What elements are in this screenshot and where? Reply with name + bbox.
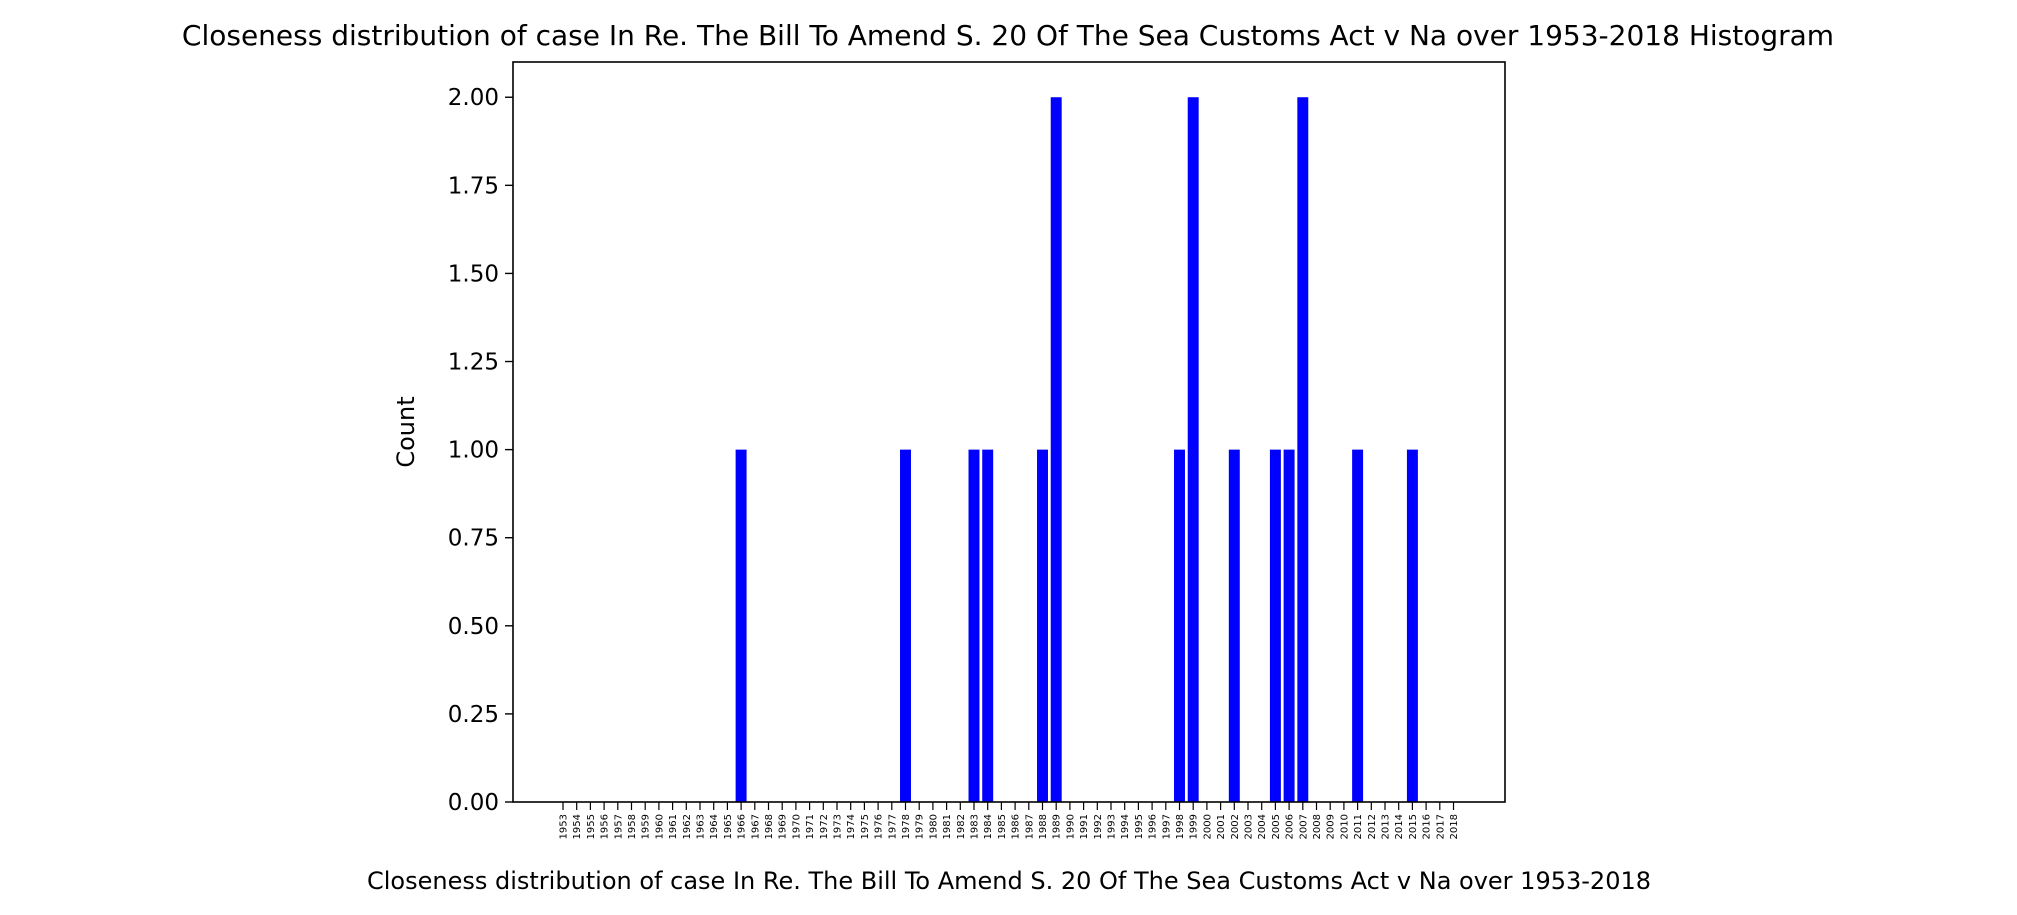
x-tick-label: 1964 xyxy=(709,814,720,839)
x-tick-label: 1960 xyxy=(654,814,665,839)
bar-2005 xyxy=(1269,449,1281,802)
bar-1978 xyxy=(900,449,911,802)
bar-1988 xyxy=(1037,449,1048,802)
x-tick-label: 1971 xyxy=(805,814,816,839)
x-tick-label: 1956 xyxy=(600,814,611,839)
x-tick-label: 2000 xyxy=(1202,814,1213,839)
x-tick-label: 1984 xyxy=(983,814,994,839)
x-tick-label: 1973 xyxy=(833,814,844,839)
x-tick-label: 1994 xyxy=(1120,814,1131,839)
x-tick-label: 1961 xyxy=(668,814,679,839)
y-tick-label: 1.25 xyxy=(448,350,499,376)
bar-2015 xyxy=(1406,449,1418,802)
x-tick-label: 2009 xyxy=(1326,814,1337,839)
x-tick-label: 1953 xyxy=(559,814,570,839)
x-tick-label: 1954 xyxy=(572,814,583,839)
x-tick-label: 1996 xyxy=(1148,814,1159,839)
bar-2007 xyxy=(1297,97,1309,802)
x-tick-label: 2013 xyxy=(1381,814,1392,839)
x-tick-label: 2014 xyxy=(1394,814,1405,839)
x-tick-label: 1970 xyxy=(791,814,802,839)
x-tick-label: 2007 xyxy=(1298,814,1309,839)
y-tick-label: 0.00 xyxy=(448,790,499,816)
x-tick-label: 1955 xyxy=(586,814,597,839)
y-axis-label: Count xyxy=(392,396,420,467)
bar-2006 xyxy=(1283,449,1295,802)
x-tick-label: 2008 xyxy=(1312,814,1323,839)
x-tick-label: 2006 xyxy=(1285,814,1296,839)
x-tick-label: 1999 xyxy=(1189,814,1200,839)
x-tick-label: 1991 xyxy=(1079,814,1090,839)
x-tick-label: 1988 xyxy=(1038,814,1049,839)
x-tick-label: 1989 xyxy=(1052,814,1063,839)
y-axis: 0.00 0.25 0.50 0.75 1.00 1.25 1.50 1.75 2.00 xyxy=(448,85,513,816)
x-tick-label: 1972 xyxy=(819,814,830,839)
bar-1984 xyxy=(982,449,994,802)
x-tick-label: 1995 xyxy=(1134,814,1145,839)
bar-2011 xyxy=(1352,449,1364,802)
x-tick-label: 1974 xyxy=(846,814,857,839)
bar-1989 xyxy=(1050,97,1062,802)
x-tick-label: 1987 xyxy=(1024,814,1035,839)
x-tick-label: 1963 xyxy=(696,814,707,839)
x-tick-label: 1981 xyxy=(942,814,953,839)
x-tick-label: 1978 xyxy=(901,814,912,839)
y-tick-label: 2.00 xyxy=(448,85,499,111)
x-tick-label: 1983 xyxy=(970,814,981,839)
x-tick-label: 1997 xyxy=(1161,814,1172,839)
y-tick-label: 1.50 xyxy=(448,261,499,287)
x-tick-label: 2003 xyxy=(1244,814,1255,839)
x-tick-label: 1990 xyxy=(1065,814,1076,839)
x-tick-label: 1985 xyxy=(997,814,1008,839)
x-tick-label: 1976 xyxy=(874,814,885,839)
x-tick-label: 2017 xyxy=(1435,814,1446,839)
chart-title: Closeness distribution of case In Re. Th… xyxy=(182,19,1834,52)
x-tick-label: 2018 xyxy=(1449,814,1460,839)
x-tick-label: 1959 xyxy=(641,814,652,839)
x-tick-label: 2005 xyxy=(1271,814,1282,839)
x-axis-label: Closeness distribution of case In Re. Th… xyxy=(367,867,1651,895)
bar-2002 xyxy=(1228,449,1240,802)
x-tick-label: 2012 xyxy=(1367,814,1378,839)
x-tick-label: 1958 xyxy=(627,814,638,839)
bar-1983 xyxy=(968,449,980,802)
x-tick-label: 1962 xyxy=(682,814,693,839)
y-tick-label: 1.00 xyxy=(448,438,499,464)
x-tick-label: 1968 xyxy=(764,814,775,839)
x-tick-label: 1965 xyxy=(723,814,734,839)
x-tick-label: 1986 xyxy=(1011,814,1022,839)
x-tick-label: 1977 xyxy=(887,814,898,839)
bar-1999 xyxy=(1187,97,1199,802)
x-tick-label: 2002 xyxy=(1230,814,1241,839)
x-tick-label: 1979 xyxy=(915,814,926,839)
y-tick-label: 0.25 xyxy=(448,702,499,728)
x-tick-label: 2010 xyxy=(1339,814,1350,839)
x-tick-label: 2004 xyxy=(1257,814,1268,839)
x-tick-label: 1966 xyxy=(737,814,748,839)
x-tick-label: 1993 xyxy=(1107,814,1118,839)
y-tick-label: 1.75 xyxy=(448,173,499,199)
x-tick-label: 2016 xyxy=(1422,814,1433,839)
y-tick-label: 0.50 xyxy=(448,614,499,640)
x-tick-label: 1957 xyxy=(613,814,624,839)
x-tick-label: 1967 xyxy=(750,814,761,839)
plot-frame xyxy=(512,61,1506,803)
x-tick-label: 2015 xyxy=(1408,814,1419,839)
x-tick-label: 1975 xyxy=(860,814,871,839)
bars xyxy=(735,97,1418,802)
x-tick-label: 1992 xyxy=(1093,814,1104,839)
x-tick-label: 1980 xyxy=(928,814,939,839)
x-axis: 1953 1954 1955 1956 1957 1958 1959 1960 1961 1962… xyxy=(559,802,1460,839)
x-tick-label: 2011 xyxy=(1353,814,1364,839)
x-tick-label: 1998 xyxy=(1175,814,1186,839)
x-tick-label: 1982 xyxy=(956,814,967,839)
y-tick-label: 0.75 xyxy=(448,526,499,552)
bar-1998 xyxy=(1174,449,1185,802)
x-tick-label: 2001 xyxy=(1216,814,1227,839)
bar-1966 xyxy=(735,449,747,802)
x-tick-label: 1969 xyxy=(778,814,789,839)
